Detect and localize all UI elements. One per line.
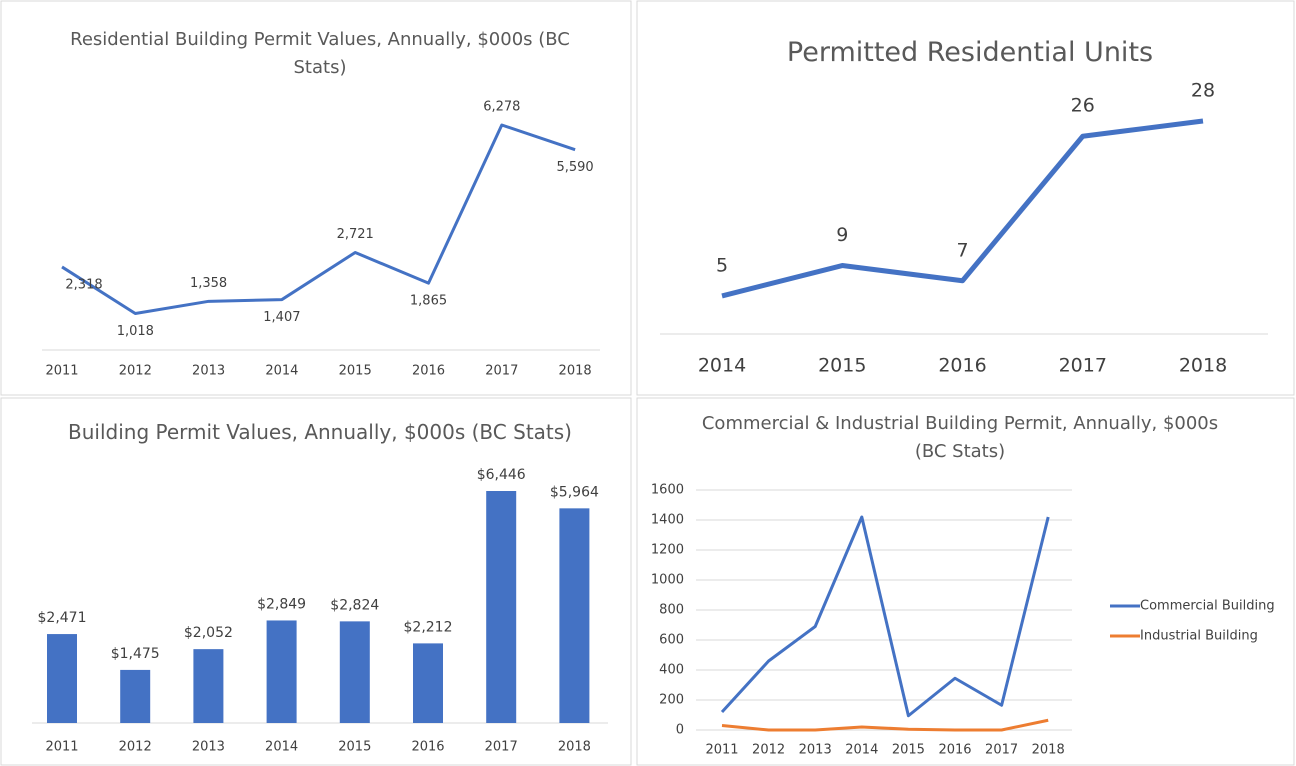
chart-title: Building Permit Values, Annually, $000s … bbox=[68, 420, 572, 444]
x-tick-label: 2011 bbox=[705, 743, 738, 758]
y-tick-label: 1400 bbox=[651, 513, 684, 528]
data-label: $2,052 bbox=[184, 625, 233, 641]
data-label: $5,964 bbox=[550, 484, 599, 500]
title-box: Residential Building Permit Values, Annu… bbox=[70, 29, 570, 78]
title-box: Building Permit Values, Annually, $000s … bbox=[68, 420, 572, 444]
data-label: 1,358 bbox=[190, 276, 227, 291]
bar bbox=[120, 669, 151, 723]
panel bbox=[636, 0, 1295, 396]
data-label: 1,407 bbox=[263, 310, 300, 325]
x-tick-label: 2017 bbox=[985, 743, 1018, 758]
x-tick-label: 2015 bbox=[892, 743, 925, 758]
x-tick-label: 2014 bbox=[845, 743, 878, 758]
title-box: Permitted Residential Units bbox=[786, 37, 1154, 68]
y-tick-label: 600 bbox=[659, 633, 684, 648]
x-tick-label: 2012 bbox=[119, 740, 152, 755]
chart-title: Commercial & Industrial Building Permit,… bbox=[701, 413, 1219, 462]
title-box: Commercial & Industrial Building Permit,… bbox=[701, 413, 1219, 462]
data-label: $2,824 bbox=[330, 597, 379, 613]
bar bbox=[413, 643, 443, 723]
line bbox=[720, 515, 1050, 718]
x-tick-label: 2016 bbox=[938, 743, 971, 758]
x-tick-label: 2015 bbox=[818, 355, 866, 377]
panel bbox=[0, 0, 632, 396]
y-tick-label: 1000 bbox=[651, 573, 684, 588]
chart-title: Residential Building Permit Values, Annu… bbox=[70, 29, 570, 78]
bar bbox=[559, 508, 590, 723]
data-label: $1,475 bbox=[111, 646, 160, 662]
x-tick-label: 2014 bbox=[265, 740, 298, 755]
x-tick-label: 2017 bbox=[485, 740, 518, 755]
data-label: $6,446 bbox=[477, 467, 526, 483]
bar bbox=[193, 649, 224, 723]
legend-label: Industrial Building bbox=[1140, 629, 1258, 644]
data-label: 2,721 bbox=[337, 227, 374, 242]
x-tick-label: 2013 bbox=[192, 740, 225, 755]
line bbox=[721, 718, 1049, 732]
data-label: $2,471 bbox=[38, 610, 87, 626]
x-tick-label: 2016 bbox=[938, 355, 986, 377]
line bbox=[721, 118, 1204, 299]
legend-label: Commercial Building bbox=[1140, 599, 1275, 614]
data-label: 6,278 bbox=[483, 100, 520, 115]
y-tick-label: 400 bbox=[659, 663, 684, 678]
data-label: $2,849 bbox=[257, 596, 306, 612]
x-tick-label: 2017 bbox=[485, 364, 518, 379]
x-tick-label: 2012 bbox=[119, 364, 152, 379]
panel bbox=[636, 397, 1295, 766]
x-tick-label: 2015 bbox=[338, 740, 371, 755]
data-label: $2,212 bbox=[404, 619, 453, 635]
y-tick-label: 800 bbox=[659, 603, 684, 618]
data-label: 5,590 bbox=[556, 160, 593, 175]
bar bbox=[486, 491, 517, 723]
x-tick-label: 2015 bbox=[339, 364, 372, 379]
x-tick-label: 2018 bbox=[559, 364, 592, 379]
y-tick-label: 0 bbox=[676, 723, 684, 738]
bar bbox=[47, 634, 77, 723]
data-label: 2,318 bbox=[65, 277, 102, 292]
x-tick-label: 2016 bbox=[411, 740, 444, 755]
x-tick-label: 2016 bbox=[412, 364, 445, 379]
data-label: 28 bbox=[1191, 80, 1215, 102]
x-tick-label: 2011 bbox=[45, 740, 78, 755]
x-tick-label: 2018 bbox=[1032, 743, 1065, 758]
x-tick-label: 2014 bbox=[698, 355, 746, 377]
y-tick-label: 1200 bbox=[651, 543, 684, 558]
x-tick-label: 2011 bbox=[45, 364, 78, 379]
x-tick-label: 2018 bbox=[558, 740, 591, 755]
y-tick-label: 200 bbox=[659, 693, 684, 708]
data-label: 5 bbox=[716, 254, 728, 276]
bar bbox=[339, 621, 370, 723]
x-tick-label: 2018 bbox=[1179, 355, 1227, 377]
bar bbox=[266, 620, 297, 723]
data-label: 7 bbox=[956, 239, 968, 261]
x-tick-label: 2012 bbox=[752, 743, 785, 758]
x-tick-label: 2017 bbox=[1059, 355, 1107, 377]
panel bbox=[0, 397, 632, 766]
chart-title: Permitted Residential Units bbox=[786, 37, 1154, 68]
x-tick-label: 2013 bbox=[192, 364, 225, 379]
x-tick-label: 2014 bbox=[265, 364, 298, 379]
data-label: 26 bbox=[1071, 95, 1095, 117]
y-tick-label: 1600 bbox=[651, 483, 684, 498]
line bbox=[61, 123, 576, 316]
data-label: 9 bbox=[836, 224, 848, 246]
data-label: 1,865 bbox=[410, 294, 447, 309]
data-label: 1,018 bbox=[117, 324, 154, 339]
x-tick-label: 2013 bbox=[799, 743, 832, 758]
